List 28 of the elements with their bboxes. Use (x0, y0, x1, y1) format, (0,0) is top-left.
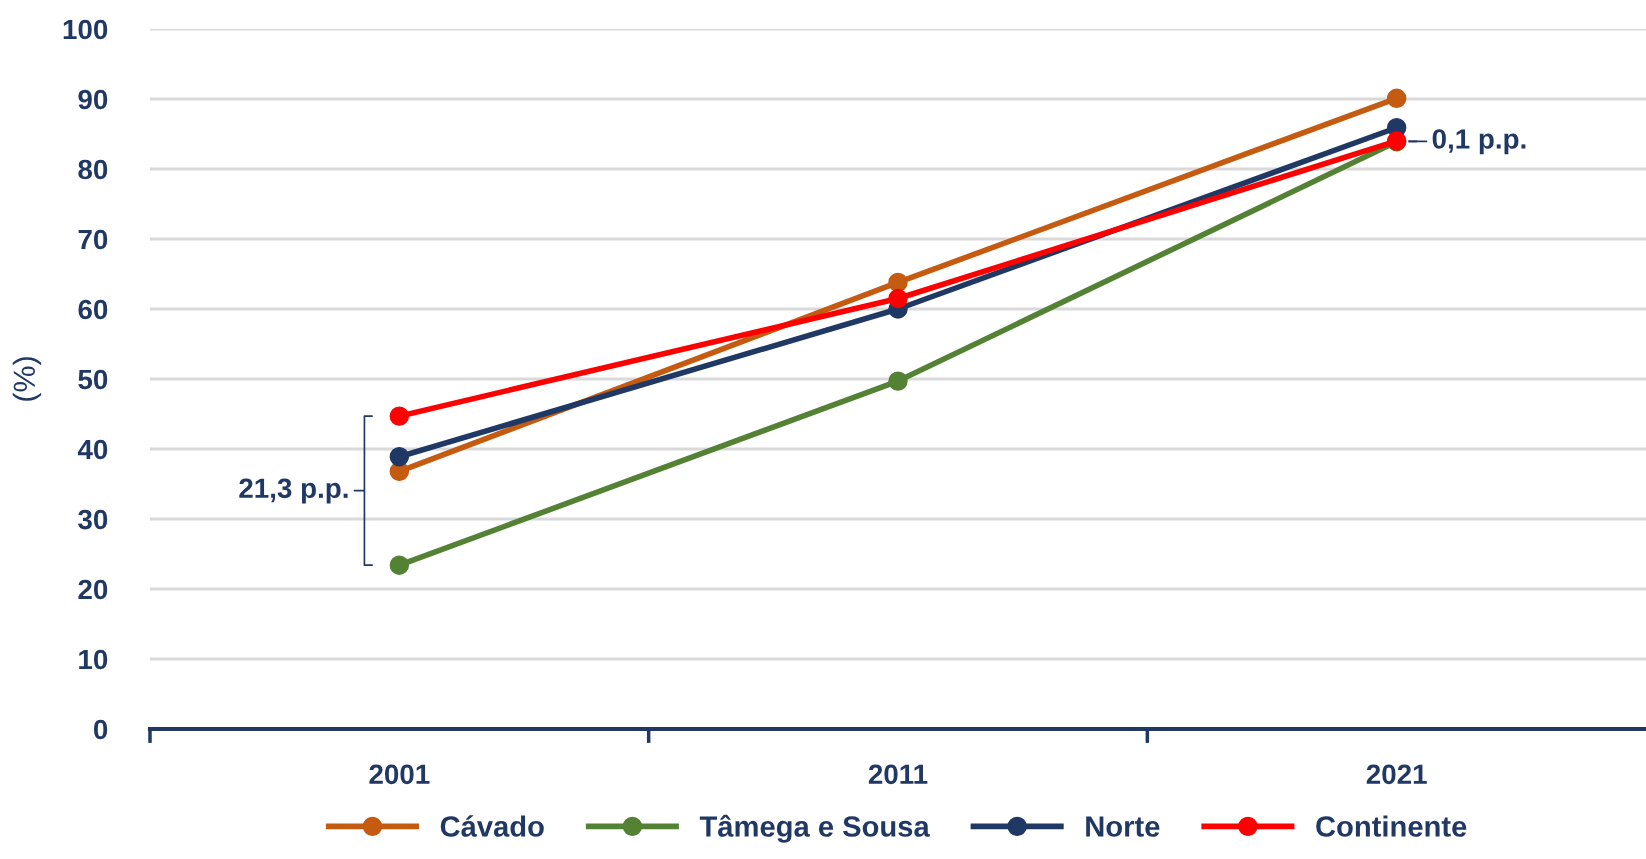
point (1386, 88, 1407, 109)
x-tick-label: 2011 (868, 764, 928, 785)
y-tick-label: 40 (77, 439, 108, 460)
point (888, 288, 908, 309)
legend-label: Cávado (440, 815, 544, 837)
legend-label: Continente (1316, 815, 1467, 837)
y-tick-label: 60 (78, 299, 108, 320)
y-tick-label: 70 (78, 229, 108, 250)
y-tick-label: 100 (63, 19, 108, 40)
y-tick-label: 30 (78, 509, 108, 530)
point (888, 371, 908, 391)
y-tick-label: 50 (78, 369, 108, 390)
y-tick-label: 10 (79, 649, 108, 670)
y-tick-label: 90 (78, 89, 108, 110)
y-axis-title: (%) (12, 357, 42, 401)
x-tick-label: 2021 (1366, 764, 1427, 785)
point (389, 555, 410, 575)
y-tick-label: 20 (78, 579, 108, 600)
legend-label: Norte (1086, 816, 1160, 837)
annotation: 0,1 p.p. (1432, 129, 1526, 155)
y-tick-label: 0 (93, 719, 108, 740)
point (389, 406, 410, 426)
point (888, 272, 908, 293)
annotation: 21,3 p.p. (239, 478, 348, 504)
x-tick-label: 2001 (369, 764, 430, 785)
point (389, 446, 410, 467)
y-tick-label: 80 (78, 159, 108, 180)
legend-label: Tâmega e Sousa (699, 814, 930, 843)
